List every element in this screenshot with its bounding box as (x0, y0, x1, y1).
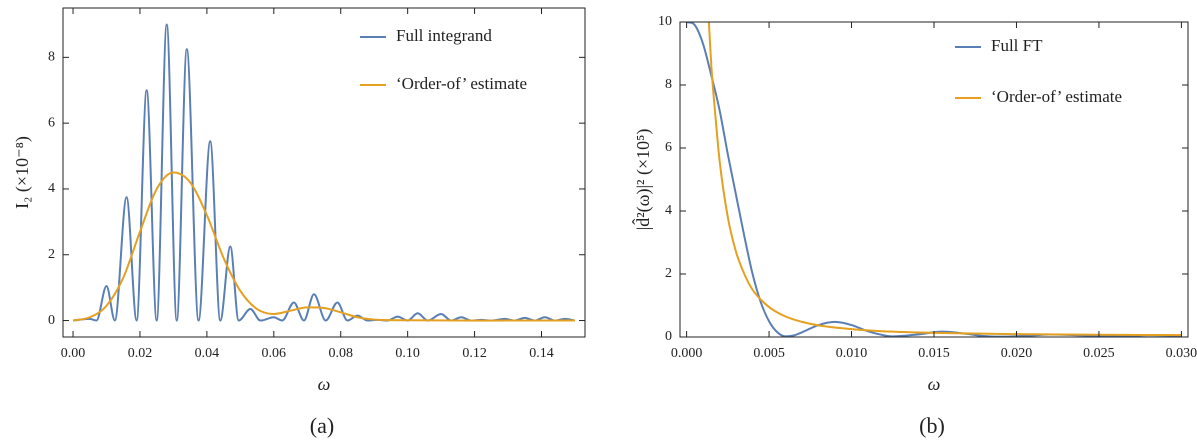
caption: (a) (310, 413, 334, 438)
x-tick-label: 0.02 (128, 346, 153, 361)
x-axis-label: ω (928, 374, 941, 394)
legend-label: Full FT (991, 36, 1043, 55)
x-tick-label: 0.14 (529, 346, 554, 361)
y-axis-label: I₂ (×10⁻⁸) (12, 136, 33, 209)
series-line (686, 22, 1182, 337)
y-tick-label: 8 (665, 77, 672, 92)
legend-label: ‘Order-of’ estimate (991, 87, 1122, 106)
y-axis-label: |d̂²(ω)|² (×10⁵) (632, 129, 654, 231)
series-line (72, 171, 575, 322)
y-tick-label: 6 (48, 115, 55, 130)
y-tick-label: 0 (48, 313, 55, 328)
y-tick-label: 10 (658, 14, 672, 29)
y-tick-label: 4 (48, 181, 55, 196)
caption: (b) (919, 413, 945, 438)
x-tick-label: 0.025 (1083, 346, 1115, 361)
x-axis-label: ω (318, 374, 331, 394)
x-tick-label: 0.010 (836, 346, 868, 361)
y-tick-label: 2 (665, 266, 672, 281)
y-tick-label: 6 (665, 140, 672, 155)
y-tick-label: 4 (665, 203, 672, 218)
series-line (72, 23, 576, 322)
legend-label: ‘Order-of’ estimate (396, 74, 527, 93)
legend-label: Full integrand (396, 26, 492, 45)
x-tick-label: 0.12 (462, 346, 487, 361)
x-tick-label: 0.005 (753, 346, 785, 361)
y-tick-label: 0 (665, 329, 672, 344)
series-line (707, 22, 1182, 337)
y-tick-label: 8 (48, 50, 55, 65)
x-tick-label: 0.08 (328, 346, 353, 361)
x-tick-label: 0.000 (671, 346, 703, 361)
plot-frame (62, 7, 586, 338)
x-tick-label: 0.04 (195, 346, 220, 361)
x-tick-label: 0.020 (1001, 346, 1033, 361)
y-tick-label: 2 (48, 247, 55, 262)
x-tick-label: 0.00 (61, 346, 86, 361)
x-tick-label: 0.015 (918, 346, 950, 361)
x-tick-label: 0.10 (395, 346, 420, 361)
x-tick-label: 0.030 (1166, 346, 1197, 361)
x-tick-label: 0.06 (262, 346, 287, 361)
